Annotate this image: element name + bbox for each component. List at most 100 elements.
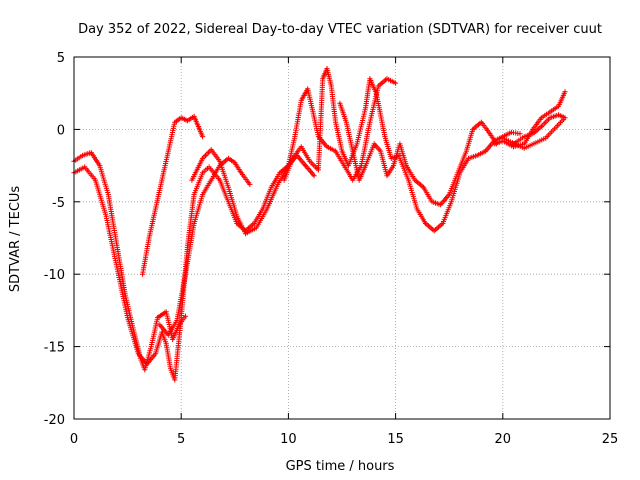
data-point: [208, 166, 210, 168]
data-point: [227, 186, 230, 189]
data-point: [98, 164, 101, 167]
data-point: [193, 193, 195, 196]
axis-ticks: 0 5 10 15 20 25 -20 -15 -10 -5 0 5: [44, 51, 619, 447]
data-point: [191, 179, 193, 181]
data-point: [158, 323, 161, 326]
y-tick-label: -15: [44, 341, 65, 356]
data-point: [416, 208, 418, 210]
data-point: [356, 142, 358, 145]
data-point: [107, 193, 110, 196]
data-point: [398, 142, 401, 145]
x-tick-label: 15: [387, 432, 404, 447]
data-point: [201, 171, 204, 174]
data-point: [383, 135, 386, 138]
data-point: [248, 183, 251, 186]
data-point: [300, 99, 303, 102]
data-point: [373, 142, 376, 145]
data-point: [201, 193, 204, 196]
series-sat-c: [140, 113, 206, 277]
data-point: [334, 150, 337, 153]
data-point: [173, 121, 176, 124]
data-point: [368, 121, 371, 124]
data-point: [293, 135, 296, 138]
data-point: [154, 352, 157, 355]
data-point: [255, 226, 258, 229]
data-point: [519, 132, 521, 135]
data-point: [540, 125, 543, 128]
data-point: [201, 157, 204, 160]
data-point: [398, 157, 401, 160]
data-point: [227, 200, 230, 203]
y-tick-label: -5: [52, 196, 65, 211]
data-point: [510, 131, 513, 134]
data-point: [300, 145, 303, 148]
data-point: [450, 200, 453, 203]
data-point: [364, 164, 367, 167]
data-point: [141, 273, 144, 276]
data-point: [360, 164, 363, 167]
data-point: [375, 92, 378, 95]
data-point: [334, 121, 337, 124]
data-point: [501, 137, 504, 139]
data-point: [167, 150, 170, 153]
data-point: [351, 179, 354, 181]
series-sat-h: [397, 129, 523, 234]
data-point: [253, 222, 255, 225]
data-point: [358, 179, 361, 181]
data-point: [364, 106, 367, 109]
data-point: [347, 164, 350, 167]
data-point: [368, 77, 371, 80]
data-point: [161, 313, 163, 316]
x-tick-label: 10: [280, 432, 297, 447]
data-point: [306, 87, 309, 90]
data-point: [407, 179, 410, 181]
data-point: [531, 128, 534, 131]
data-point: [390, 157, 393, 160]
data-point: [540, 116, 543, 119]
series-sat-f: [281, 66, 403, 183]
data-point: [379, 150, 382, 153]
data-point: [148, 237, 150, 239]
data-point: [173, 379, 176, 381]
data-point: [549, 111, 551, 113]
data-point: [392, 164, 395, 167]
data-point: [165, 342, 168, 345]
data-point: [531, 132, 534, 135]
y-axis-label: SDTVAR / TECUs: [8, 186, 23, 293]
data-point: [343, 164, 346, 167]
data-point: [161, 331, 163, 334]
data-point: [467, 157, 470, 160]
data-point: [557, 114, 560, 116]
data-point: [326, 145, 328, 148]
data-point: [276, 183, 279, 186]
data-point: [291, 157, 294, 160]
data-point: [523, 142, 526, 145]
x-tick-label: 20: [495, 432, 512, 447]
data-point: [169, 367, 172, 370]
y-tick-label: -10: [44, 268, 65, 283]
data-point: [413, 179, 416, 181]
data-point: [351, 150, 354, 153]
data-point: [180, 116, 183, 119]
data-point: [564, 90, 566, 93]
y-tick-label: 0: [57, 123, 65, 138]
data-point: [489, 132, 491, 135]
x-tick-label: 25: [602, 432, 619, 447]
grid-lines: [74, 57, 610, 419]
data-point: [186, 119, 189, 122]
data-point: [154, 208, 157, 210]
data-point: [105, 215, 108, 218]
data-point: [484, 150, 487, 153]
data-point: [448, 193, 451, 196]
data-point: [126, 316, 129, 319]
data-point: [227, 157, 230, 160]
data-point: [439, 203, 442, 206]
data-point: [167, 334, 170, 336]
data-point: [210, 179, 213, 181]
data-point: [431, 200, 433, 203]
data-point: [236, 222, 238, 225]
data-point: [441, 222, 444, 225]
series-sat-j: [500, 112, 568, 151]
data-point: [386, 77, 388, 80]
